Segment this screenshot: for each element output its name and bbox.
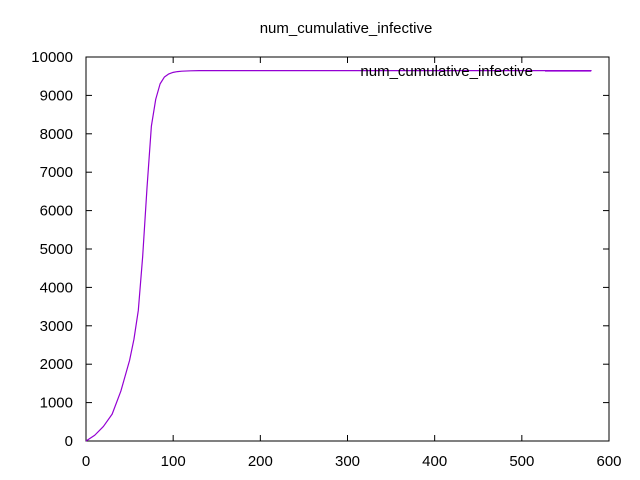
y-axis: 0 1000 2000 3000 4000 5000 6000 7000 8000 9000 100… xyxy=(31,49,609,450)
x-axis: 0 100 200 300 400 500 600 xyxy=(82,57,622,470)
x-tick-label: 600 xyxy=(596,453,621,470)
y-tick-label: 3000 xyxy=(40,318,73,335)
x-tick-label: 200 xyxy=(248,453,273,470)
x-tick-label: 300 xyxy=(335,453,360,470)
y-tick-label: 9000 xyxy=(40,87,73,104)
y-tick-label: 4000 xyxy=(40,279,73,296)
x-tick-label: 400 xyxy=(422,453,447,470)
chart-title: num_cumulative_infective xyxy=(260,20,433,37)
y-tick-label: 0 xyxy=(65,433,73,450)
x-tick-label: 500 xyxy=(509,453,534,470)
y-tick-label: 10000 xyxy=(31,49,73,66)
y-tick-label: 7000 xyxy=(40,164,73,181)
x-tick-label: 100 xyxy=(161,453,186,470)
legend: num_cumulative_infective xyxy=(360,63,591,80)
series-layer xyxy=(85,70,592,442)
legend-label: num_cumulative_infective xyxy=(360,63,533,80)
y-tick-label: 2000 xyxy=(40,356,73,373)
series-line xyxy=(85,70,592,442)
y-tick-label: 1000 xyxy=(40,395,73,412)
x-tick-label: 0 xyxy=(82,453,90,470)
y-tick-label: 5000 xyxy=(40,241,73,258)
y-tick-label: 8000 xyxy=(40,126,73,143)
plot-frame xyxy=(85,56,610,442)
y-tick-label: 6000 xyxy=(40,203,73,220)
